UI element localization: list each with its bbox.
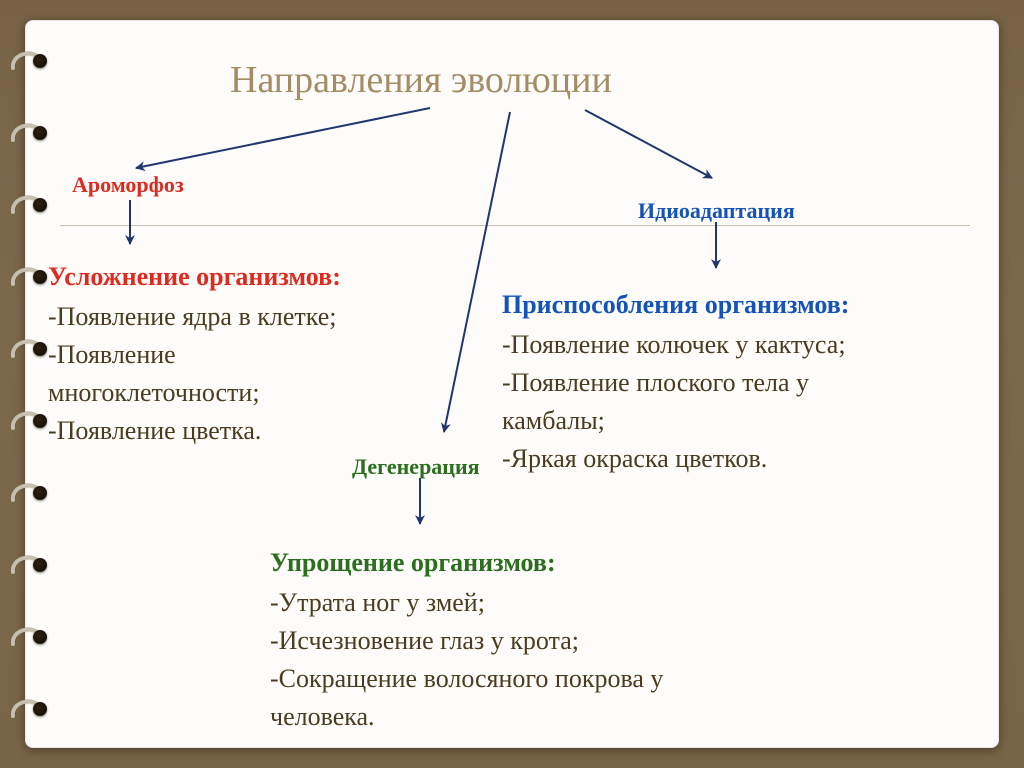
branch1-item: -Появление ядра в клетке; [48, 302, 336, 332]
branch3-item: -Утрата ног у змей; [270, 588, 485, 618]
branch3-item: -Исчезновение глаз у крота; [270, 626, 579, 656]
binder-ring [15, 400, 55, 440]
binder-ring [15, 184, 55, 224]
branch1-item: -Появление цветка. [48, 416, 261, 446]
binder-ring [15, 112, 55, 152]
branch2-item: -Яркая окраска цветков. [502, 444, 767, 474]
branch2-item: -Появление колючек у кактуса; [502, 330, 846, 360]
binder-ring [15, 256, 55, 296]
branch1-item: многоклеточности; [48, 378, 260, 408]
binder-ring [15, 328, 55, 368]
binder-ring [15, 472, 55, 512]
branch2-heading: Идиоадаптация [638, 198, 795, 224]
slide: Направления эволюции Ароморфоз Усложнени… [0, 0, 1024, 768]
page-title: Направления эволюции [230, 58, 612, 102]
branch2-subheading: Приспособления организмов: [502, 290, 849, 320]
branch3-heading: Дегенерация [352, 454, 480, 480]
spiral-binder [15, 24, 55, 744]
horizontal-rule [60, 225, 970, 226]
binder-ring [15, 40, 55, 80]
binder-ring [15, 616, 55, 656]
branch2-item: камбалы; [502, 406, 605, 436]
binder-ring [15, 544, 55, 584]
binder-ring [15, 688, 55, 728]
branch2-item: -Появление плоского тела у [502, 368, 809, 398]
branch3-item: -Сокращение волосяного покрова у [270, 664, 663, 694]
branch1-item: -Появление [48, 340, 176, 370]
branch3-subheading: Упрощение организмов: [270, 548, 556, 578]
branch1-subheading: Усложнение организмов: [48, 262, 341, 292]
branch3-item: человека. [270, 702, 375, 732]
branch1-heading: Ароморфоз [72, 172, 184, 198]
